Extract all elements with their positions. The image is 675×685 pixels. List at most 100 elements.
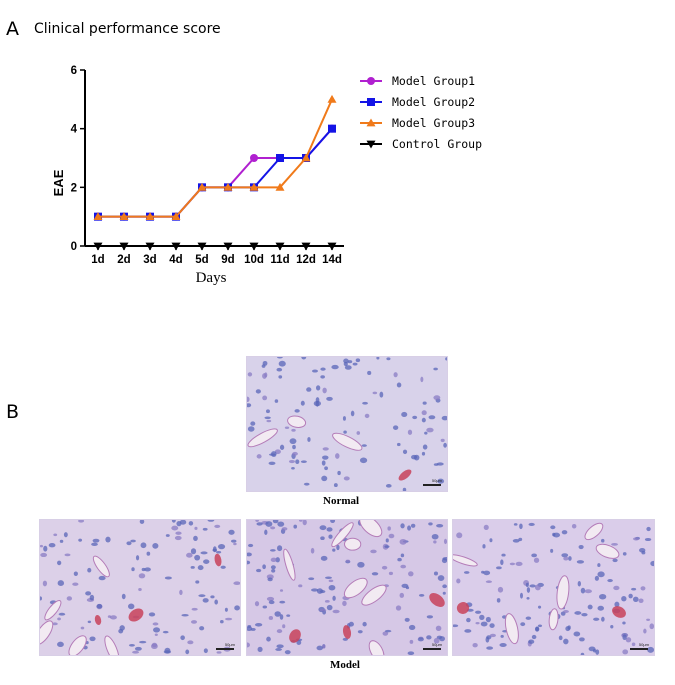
histology-image-model-2: 50μm <box>246 519 448 656</box>
cell-nucleus <box>266 636 271 642</box>
cell-nucleus <box>367 370 372 376</box>
cell-nucleus <box>316 645 323 651</box>
cell-nucleus <box>326 604 333 611</box>
cell-nucleus <box>410 523 416 528</box>
cell-nucleus <box>326 396 333 401</box>
cell-nucleus <box>264 372 268 378</box>
cell-nucleus <box>622 621 626 625</box>
cell-nucleus <box>433 367 438 371</box>
cell-nucleus <box>421 417 426 423</box>
cell-nucleus <box>397 557 402 562</box>
cell-nucleus <box>479 614 485 621</box>
vessel <box>332 432 363 451</box>
cell-nucleus <box>276 367 283 372</box>
cell-nucleus <box>268 615 274 620</box>
cell-nucleus <box>311 588 319 592</box>
cell-nucleus <box>594 575 599 581</box>
data-point <box>328 124 336 133</box>
cell-nucleus <box>292 444 296 450</box>
cell-nucleus <box>216 551 222 554</box>
cell-nucleus <box>40 544 44 548</box>
cell-nucleus <box>475 610 482 614</box>
cell-nucleus <box>256 454 262 459</box>
cell-nucleus <box>78 520 85 523</box>
cell-nucleus <box>234 605 240 611</box>
cell-nucleus <box>534 584 541 591</box>
cell-nucleus <box>181 614 189 617</box>
cell-nucleus <box>486 646 494 650</box>
cell-nucleus <box>275 557 280 563</box>
cell-nucleus <box>428 522 433 526</box>
cell-nucleus <box>633 537 640 541</box>
cell-nucleus <box>359 457 368 464</box>
cell-nucleus <box>281 527 288 531</box>
vessel <box>548 608 559 631</box>
cell-nucleus <box>464 629 472 633</box>
cell-nucleus <box>396 382 402 388</box>
cell-nucleus <box>440 438 445 443</box>
cell-nucleus <box>271 568 276 573</box>
cell-nucleus <box>268 600 275 605</box>
cell-nucleus <box>73 571 78 576</box>
cell-nucleus <box>581 613 588 617</box>
data-point <box>145 242 155 251</box>
data-point <box>249 182 259 191</box>
scale-bar <box>423 648 441 650</box>
cell-nucleus <box>563 556 569 561</box>
cell-nucleus <box>134 646 142 651</box>
y-tick-label: 2 <box>71 182 77 194</box>
cell-nucleus <box>42 580 48 587</box>
cell-nucleus <box>431 533 439 540</box>
cell-nucleus <box>381 565 388 570</box>
cell-nucleus <box>400 553 405 558</box>
cell-nucleus <box>126 541 132 546</box>
cell-nucleus <box>282 624 286 629</box>
cell-nucleus <box>400 523 405 529</box>
cell-nucleus <box>138 573 146 579</box>
cell-nucleus <box>87 620 92 624</box>
cell-nucleus <box>284 650 291 655</box>
cell-nucleus <box>497 586 504 593</box>
cell-nucleus <box>277 521 285 527</box>
cell-nucleus <box>344 365 352 370</box>
cell-nucleus <box>337 470 341 476</box>
cell-nucleus <box>264 416 271 420</box>
cell-nucleus <box>420 376 424 383</box>
cell-nucleus <box>179 589 183 595</box>
cell-nucleus <box>533 557 540 563</box>
panel-b-letter: B <box>6 401 20 423</box>
cell-nucleus <box>262 605 268 609</box>
cell-nucleus <box>266 419 272 423</box>
cell-nucleus <box>643 628 647 634</box>
cell-nucleus <box>534 626 540 632</box>
cell-nucleus <box>307 437 311 442</box>
vessel <box>361 584 387 606</box>
cell-nucleus <box>649 623 654 630</box>
cell-nucleus <box>418 593 425 597</box>
cell-nucleus <box>343 476 350 481</box>
cell-nucleus <box>342 416 346 421</box>
cell-nucleus <box>302 520 307 526</box>
cell-nucleus <box>193 535 198 541</box>
cell-nucleus <box>531 553 537 558</box>
cell-nucleus <box>171 525 179 531</box>
blood-cell-cluster <box>94 615 102 625</box>
cell-nucleus <box>362 401 368 405</box>
cell-nucleus <box>322 447 329 451</box>
cell-nucleus <box>357 561 365 568</box>
cell-nucleus <box>57 617 61 621</box>
cell-nucleus <box>194 554 201 561</box>
legend-marker <box>366 118 376 127</box>
cell-nucleus <box>348 621 354 627</box>
cell-nucleus <box>357 630 363 634</box>
cell-nucleus <box>265 409 270 414</box>
cell-nucleus <box>520 622 526 627</box>
cell-nucleus <box>376 357 380 360</box>
cell-nucleus <box>331 364 339 370</box>
cell-nucleus <box>127 603 135 610</box>
cell-nucleus <box>262 395 268 401</box>
y-axis-title: EAE <box>51 169 66 196</box>
cell-nucleus <box>500 559 504 566</box>
cell-nucleus <box>191 607 198 611</box>
cell-nucleus <box>355 358 361 363</box>
